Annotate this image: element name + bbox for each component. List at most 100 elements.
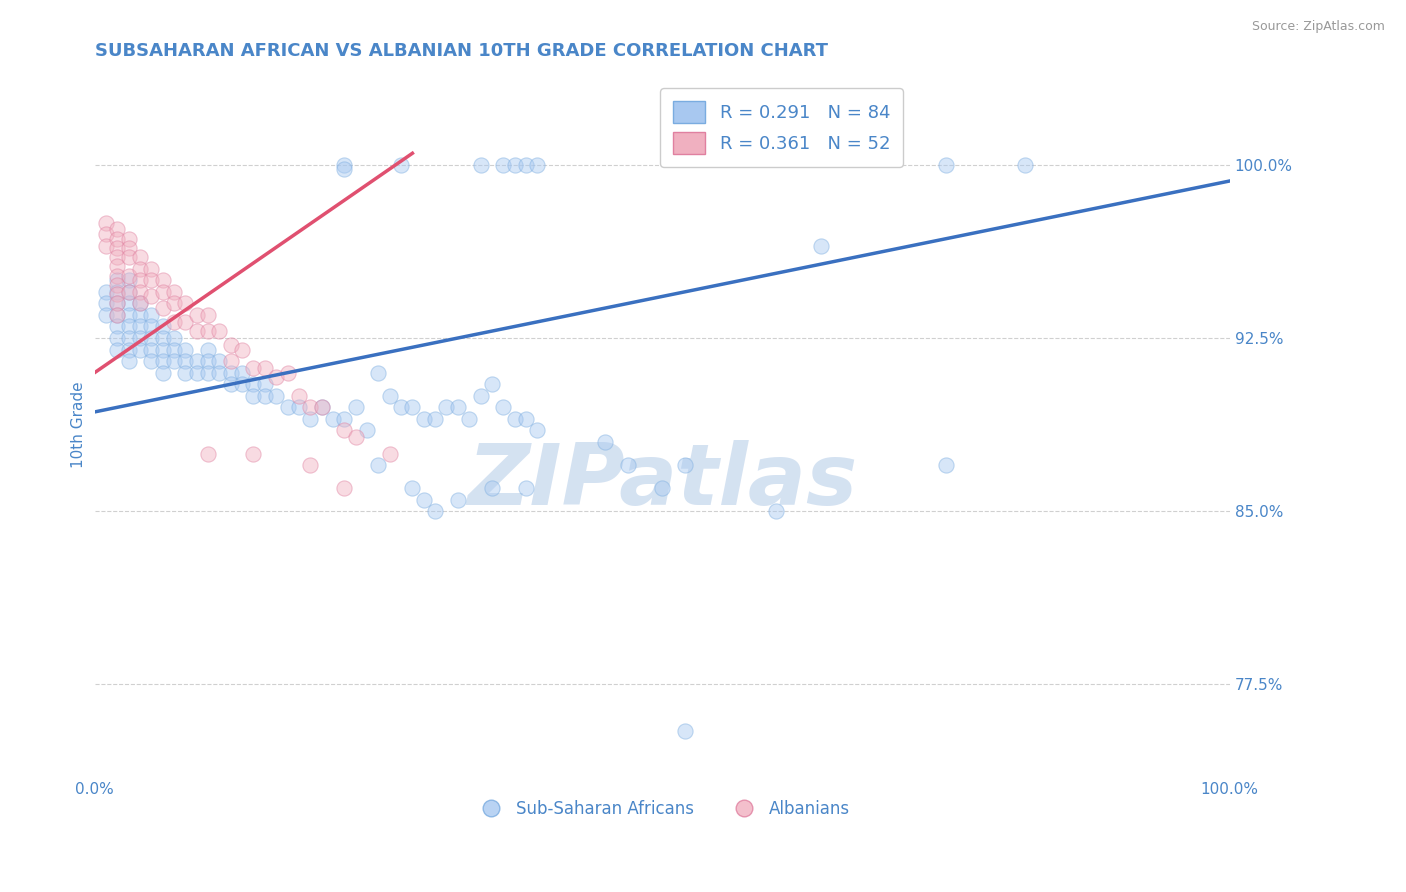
Y-axis label: 10th Grade: 10th Grade xyxy=(72,382,86,468)
Point xyxy=(219,377,242,392)
Point xyxy=(129,273,152,287)
Point xyxy=(117,232,139,246)
Point xyxy=(526,158,548,172)
Point xyxy=(288,401,311,415)
Point xyxy=(503,158,526,172)
Point xyxy=(105,277,128,292)
Point xyxy=(152,354,174,368)
Point xyxy=(105,296,128,310)
Point xyxy=(163,354,186,368)
Point xyxy=(129,319,152,334)
Point xyxy=(152,273,174,287)
Text: SUBSAHARAN AFRICAN VS ALBANIAN 10TH GRADE CORRELATION CHART: SUBSAHARAN AFRICAN VS ALBANIAN 10TH GRAD… xyxy=(94,42,828,60)
Point xyxy=(105,287,128,301)
Point xyxy=(105,260,128,274)
Point xyxy=(94,215,117,229)
Text: ZIPatlas: ZIPatlas xyxy=(467,440,858,523)
Point xyxy=(208,324,231,338)
Point xyxy=(492,401,515,415)
Point xyxy=(219,354,242,368)
Point xyxy=(515,481,537,495)
Point xyxy=(105,232,128,246)
Point xyxy=(117,343,139,357)
Point xyxy=(129,343,152,357)
Point xyxy=(117,241,139,255)
Point xyxy=(242,446,264,460)
Point xyxy=(208,366,231,380)
Point xyxy=(117,319,139,334)
Point xyxy=(378,389,401,403)
Point xyxy=(141,289,163,303)
Point xyxy=(105,241,128,255)
Point xyxy=(197,308,219,322)
Point xyxy=(197,366,219,380)
Point xyxy=(412,412,434,426)
Point xyxy=(94,227,117,241)
Point xyxy=(186,354,208,368)
Point xyxy=(117,296,139,310)
Point xyxy=(94,285,117,299)
Point xyxy=(333,158,356,172)
Point xyxy=(367,458,389,472)
Point xyxy=(231,377,253,392)
Point xyxy=(105,222,128,236)
Point xyxy=(389,401,412,415)
Point xyxy=(481,481,503,495)
Point xyxy=(163,285,186,299)
Point xyxy=(311,401,333,415)
Point xyxy=(105,285,128,299)
Point xyxy=(333,481,356,495)
Point xyxy=(105,343,128,357)
Point xyxy=(299,401,322,415)
Point xyxy=(152,366,174,380)
Point xyxy=(389,158,412,172)
Point xyxy=(470,389,492,403)
Point xyxy=(401,481,423,495)
Point xyxy=(152,301,174,315)
Point xyxy=(129,308,152,322)
Point xyxy=(242,377,264,392)
Point xyxy=(129,261,152,276)
Point xyxy=(186,308,208,322)
Point xyxy=(141,308,163,322)
Point xyxy=(197,343,219,357)
Point xyxy=(186,324,208,338)
Point xyxy=(174,354,197,368)
Point xyxy=(163,331,186,345)
Point xyxy=(129,331,152,345)
Point xyxy=(197,354,219,368)
Point xyxy=(117,331,139,345)
Point xyxy=(277,366,299,380)
Point xyxy=(94,238,117,252)
Point xyxy=(423,504,446,518)
Point xyxy=(141,354,163,368)
Point xyxy=(447,492,470,507)
Point xyxy=(288,389,311,403)
Point xyxy=(174,296,197,310)
Point xyxy=(117,268,139,283)
Point xyxy=(197,446,219,460)
Point xyxy=(174,315,197,329)
Point xyxy=(117,354,139,368)
Point xyxy=(333,412,356,426)
Point xyxy=(299,412,322,426)
Point xyxy=(595,434,617,449)
Point xyxy=(163,315,186,329)
Point xyxy=(673,458,696,472)
Point xyxy=(141,261,163,276)
Point xyxy=(277,401,299,415)
Point xyxy=(129,285,152,299)
Point xyxy=(253,361,276,376)
Point xyxy=(264,370,287,384)
Point xyxy=(253,377,276,392)
Point xyxy=(141,343,163,357)
Point xyxy=(242,361,264,376)
Point xyxy=(515,412,537,426)
Point xyxy=(1014,158,1036,172)
Point xyxy=(333,162,356,177)
Point xyxy=(219,338,242,352)
Point xyxy=(105,308,128,322)
Point xyxy=(174,343,197,357)
Point xyxy=(94,308,117,322)
Point xyxy=(333,424,356,438)
